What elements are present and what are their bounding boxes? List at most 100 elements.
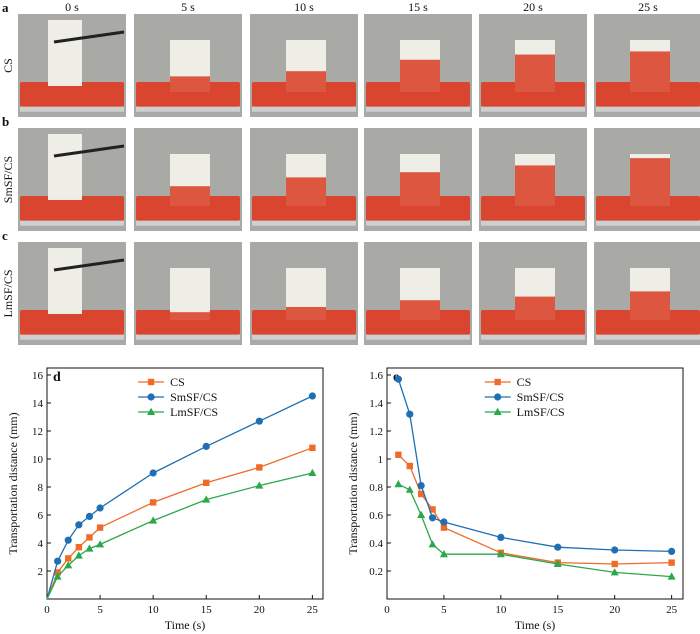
- data-point: [147, 393, 155, 401]
- photo-cell: [364, 242, 472, 345]
- y-tick-label: 1.4: [369, 398, 383, 410]
- sponge: [48, 248, 82, 314]
- dish-base: [366, 334, 470, 340]
- data-point: [440, 518, 448, 526]
- data-point: [406, 462, 413, 470]
- data-point: [54, 557, 62, 565]
- dish-base: [596, 334, 700, 340]
- photo-cell: [594, 14, 700, 117]
- data-point: [554, 543, 562, 551]
- wicked-liquid: [515, 296, 555, 320]
- data-point: [440, 524, 448, 531]
- liquid-dish: [20, 309, 124, 335]
- liquid-dish: [136, 81, 240, 107]
- dish-base: [252, 220, 356, 226]
- data-point: [417, 490, 425, 498]
- x-tick-label: 10: [495, 604, 507, 616]
- liquid-dish: [366, 309, 470, 335]
- data-point: [147, 378, 155, 386]
- data-point: [75, 521, 83, 529]
- data-point: [309, 444, 316, 451]
- liquid-dish: [366, 81, 470, 107]
- wicked-liquid: [170, 186, 210, 206]
- liquid-dish: [596, 309, 700, 335]
- wicked-liquid: [400, 300, 440, 320]
- dish-base: [481, 106, 585, 112]
- dish-base: [252, 334, 356, 340]
- photo-cell: [18, 128, 126, 231]
- photo-cell: [250, 242, 358, 345]
- time-header: 20 s: [523, 0, 543, 14]
- wicked-liquid: [286, 71, 326, 92]
- data-point: [96, 540, 105, 548]
- data-point: [394, 480, 403, 488]
- liquid-dish: [136, 309, 240, 335]
- tweezer: [53, 144, 125, 158]
- data-point: [308, 392, 316, 400]
- photo-cell: [18, 14, 126, 117]
- row-label: LmSF/CS: [1, 269, 15, 317]
- plot-frame: [386, 367, 684, 600]
- liquid-dish: [596, 195, 700, 221]
- y-tick-label: 10: [32, 454, 44, 466]
- x-tick-label: 15: [552, 604, 564, 616]
- data-point: [74, 551, 83, 559]
- y-tick-label: 0.2: [369, 566, 383, 578]
- dish-base: [20, 334, 124, 340]
- dish-base: [20, 220, 124, 226]
- sponge: [170, 268, 210, 320]
- x-axis-label: Time (s): [165, 618, 206, 632]
- data-point: [147, 407, 156, 415]
- y-tick-label: 12: [32, 426, 43, 438]
- wicked-liquid: [400, 59, 440, 92]
- x-tick-label: 0: [44, 604, 50, 616]
- dish-base: [366, 220, 470, 226]
- y-tick-label: 16: [32, 370, 44, 382]
- series-line: [398, 483, 672, 578]
- data-point: [497, 533, 505, 541]
- x-tick-label: 5: [441, 604, 447, 616]
- dish-base: [136, 106, 240, 112]
- wicked-liquid: [170, 76, 210, 92]
- data-point: [308, 468, 317, 476]
- legend-label: SmSF/CS: [517, 390, 564, 404]
- panel-label-c: c: [2, 228, 8, 243]
- liquid-dish: [20, 81, 124, 107]
- liquid-dish: [20, 195, 124, 221]
- data-point: [149, 499, 157, 506]
- data-point: [203, 479, 210, 486]
- y-tick-label: 8: [38, 482, 44, 494]
- data-point: [75, 544, 83, 551]
- data-point: [429, 506, 436, 513]
- time-header: 25 s: [638, 0, 658, 14]
- x-tick-label: 10: [148, 604, 160, 616]
- photo-cell: [250, 14, 358, 117]
- data-point: [394, 375, 402, 383]
- data-point: [439, 550, 448, 558]
- y-axis-label: Transportation distance (mm): [346, 412, 360, 554]
- wicked-liquid: [515, 165, 555, 206]
- legend-label: LmSF/CS: [170, 405, 218, 419]
- data-point: [96, 504, 104, 512]
- x-tick-label: 25: [307, 604, 319, 616]
- dish-base: [136, 334, 240, 340]
- time-header: 5 s: [181, 0, 195, 14]
- dish-base: [20, 106, 124, 112]
- photo-cell: [18, 242, 126, 345]
- wicked-liquid: [170, 312, 210, 320]
- data-point: [610, 568, 619, 576]
- y-tick-label: 2: [38, 566, 44, 578]
- data-point: [494, 378, 501, 386]
- photo-cell: [134, 14, 242, 117]
- data-point: [64, 536, 72, 544]
- series-line: [46, 395, 313, 600]
- panel-label-d: d: [53, 370, 61, 385]
- liquid-dish: [136, 195, 240, 221]
- liquid-dish: [366, 195, 470, 221]
- data-point: [668, 547, 676, 555]
- x-axis-label: Time (s): [515, 618, 556, 632]
- data-point: [496, 550, 505, 558]
- dish-base: [252, 106, 356, 112]
- photo-cell: [479, 14, 587, 117]
